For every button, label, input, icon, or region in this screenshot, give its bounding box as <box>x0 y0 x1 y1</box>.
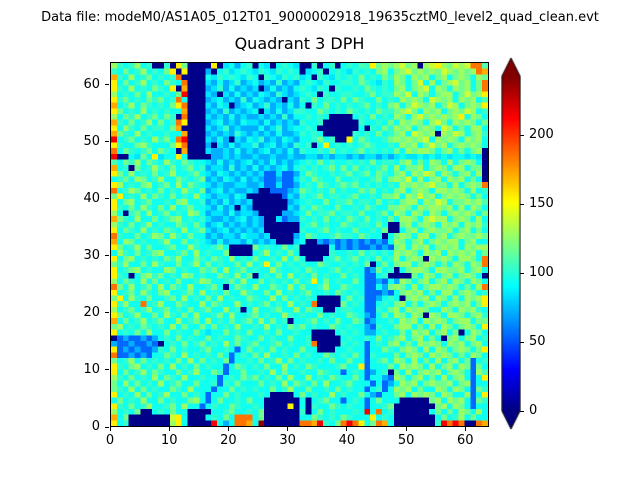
x-axis-tick-label: 60 <box>457 433 474 448</box>
colorbar <box>501 57 521 430</box>
heatmap-plot-area <box>110 62 489 427</box>
data-file-label: Data file: modeM0/AS1A05_012T01_90000029… <box>41 10 599 25</box>
heatmap-canvas <box>111 63 488 426</box>
x-axis-tick-mark <box>464 427 466 431</box>
x-axis-tick-label: 40 <box>338 433 356 448</box>
colorbar-tick-mark <box>520 272 524 274</box>
colorbar-tick-mark <box>520 341 524 343</box>
x-axis-tick-label: 20 <box>220 433 237 448</box>
x-axis-tick-label: 10 <box>160 433 178 448</box>
y-axis-tick-mark <box>105 255 109 257</box>
x-axis-tick-mark <box>405 427 407 431</box>
colorbar-tick-label: 0 <box>529 403 538 418</box>
x-axis-tick-label: 0 <box>105 433 115 448</box>
x-axis-tick-mark <box>287 427 289 431</box>
y-axis-tick-label: 60 <box>83 76 100 92</box>
colorbar-tick-mark <box>520 134 524 136</box>
x-axis-tick-mark <box>168 427 170 431</box>
colorbar-tick-label: 200 <box>529 127 554 143</box>
y-axis-tick-label: 40 <box>83 190 100 206</box>
y-axis-tick-mark <box>105 141 109 143</box>
x-axis-tick-mark <box>227 427 229 431</box>
y-axis-tick-label: 10 <box>83 361 100 377</box>
x-axis-tick-label: 30 <box>279 433 296 448</box>
colorbar-tick-mark <box>520 203 524 205</box>
colorbar-tick-label: 150 <box>529 196 554 212</box>
y-axis-tick-label: 20 <box>83 304 100 320</box>
plot-title: Quadrant 3 DPH <box>234 34 365 53</box>
y-axis-tick-label: 0 <box>91 419 100 434</box>
x-axis-tick-mark <box>346 427 348 431</box>
colorbar-tick-label: 50 <box>529 334 546 350</box>
x-axis-tick-mark <box>109 427 111 431</box>
y-axis-tick-mark <box>105 84 109 86</box>
y-axis-tick-label: 50 <box>83 133 100 149</box>
y-axis-tick-mark <box>105 198 109 200</box>
y-axis-tick-mark <box>105 426 109 428</box>
colorbar-tick-mark <box>520 410 524 412</box>
x-axis-tick-label: 50 <box>397 433 415 448</box>
y-axis-tick-label: 30 <box>83 247 100 263</box>
y-axis-tick-mark <box>105 312 109 314</box>
y-axis-tick-mark <box>105 369 109 371</box>
colorbar-tick-label: 100 <box>529 265 554 281</box>
